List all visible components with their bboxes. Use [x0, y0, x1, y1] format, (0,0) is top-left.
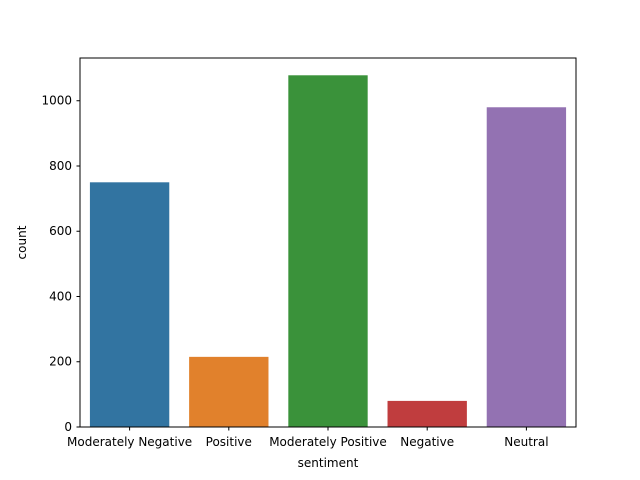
y-tick-label: 600 — [49, 224, 72, 238]
x-tick-label: Moderately Negative — [67, 435, 192, 449]
bar-neutral — [486, 107, 567, 427]
x-axis-ticks: Moderately Negative Positive Moderately Po… — [67, 427, 549, 449]
bar-moderately-positive — [288, 75, 368, 427]
x-tick-label: Positive — [206, 435, 252, 449]
bar-moderately-negative — [89, 182, 170, 427]
x-axis-label: sentiment — [298, 456, 359, 470]
y-tick-label: 1000 — [41, 94, 72, 108]
y-axis-ticks: 0 200 400 600 800 1000 — [41, 94, 80, 434]
y-tick-label: 200 — [49, 355, 72, 369]
x-tick-label: Moderately Positive — [269, 435, 387, 449]
x-tick-label: Negative — [400, 435, 454, 449]
bar-negative — [387, 400, 467, 427]
y-axis-label: count — [15, 225, 29, 259]
y-tick-label: 0 — [64, 420, 72, 434]
bars-group — [89, 75, 567, 427]
x-tick-label: Neutral — [504, 435, 548, 449]
bar-positive — [189, 356, 269, 427]
y-tick-label: 400 — [49, 289, 72, 303]
y-tick-label: 800 — [49, 159, 72, 173]
